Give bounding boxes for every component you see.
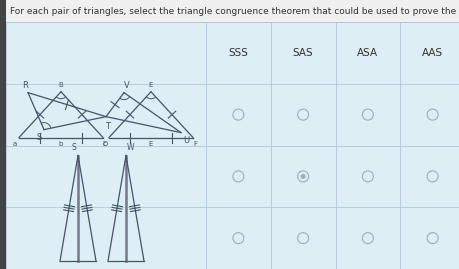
Text: AAS: AAS — [422, 48, 443, 58]
Text: U: U — [183, 136, 189, 145]
Text: E: E — [149, 140, 153, 147]
Text: SAS: SAS — [293, 48, 313, 58]
Text: W: W — [127, 143, 134, 151]
Text: V: V — [124, 81, 130, 90]
Text: E: E — [149, 82, 153, 88]
Bar — [0, 0, 459, 22]
Text: a: a — [13, 140, 17, 147]
Text: c: c — [103, 140, 107, 147]
Text: S: S — [36, 133, 42, 141]
Text: For each pair of triangles, select the triangle congruence theorem that could be: For each pair of triangles, select the t… — [10, 6, 459, 16]
Text: T: T — [106, 122, 111, 131]
Text: b: b — [59, 140, 63, 147]
Text: SSS: SSS — [229, 48, 248, 58]
Text: S: S — [71, 143, 76, 151]
Text: R: R — [22, 81, 28, 90]
Circle shape — [301, 174, 306, 179]
Text: F: F — [193, 140, 197, 147]
Text: ASA: ASA — [357, 48, 378, 58]
Bar — [0, 0, 6, 269]
Text: B: B — [59, 82, 63, 88]
Text: D: D — [102, 140, 107, 147]
